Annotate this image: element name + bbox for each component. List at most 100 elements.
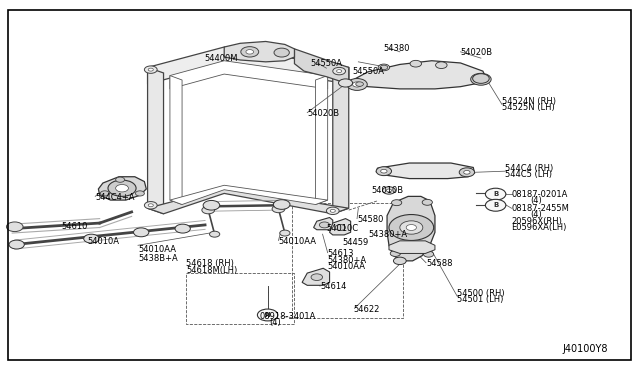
Circle shape bbox=[311, 274, 323, 280]
Circle shape bbox=[424, 251, 434, 257]
Polygon shape bbox=[170, 61, 328, 89]
Polygon shape bbox=[349, 61, 486, 89]
Polygon shape bbox=[387, 196, 435, 261]
Circle shape bbox=[472, 74, 489, 83]
Circle shape bbox=[485, 199, 506, 211]
Circle shape bbox=[145, 202, 157, 209]
Polygon shape bbox=[376, 163, 474, 179]
Text: 54010AA: 54010AA bbox=[328, 262, 365, 271]
Text: 54613: 54613 bbox=[328, 249, 354, 258]
Polygon shape bbox=[330, 219, 351, 235]
Circle shape bbox=[333, 67, 346, 75]
Text: 54525N (LH): 54525N (LH) bbox=[502, 103, 555, 112]
Text: 54588: 54588 bbox=[426, 259, 452, 268]
Circle shape bbox=[148, 68, 154, 71]
Text: 544C5 (LH): 544C5 (LH) bbox=[505, 170, 552, 179]
Text: 54010B: 54010B bbox=[371, 186, 403, 195]
Circle shape bbox=[410, 60, 422, 67]
Circle shape bbox=[376, 167, 392, 176]
Text: 54580: 54580 bbox=[357, 215, 383, 224]
Circle shape bbox=[175, 224, 190, 233]
Text: 54010AA: 54010AA bbox=[138, 244, 176, 253]
Circle shape bbox=[387, 189, 392, 192]
Circle shape bbox=[274, 48, 289, 57]
Circle shape bbox=[436, 62, 447, 68]
Circle shape bbox=[353, 82, 362, 87]
Polygon shape bbox=[148, 188, 349, 214]
Polygon shape bbox=[389, 241, 435, 253]
Circle shape bbox=[273, 200, 290, 209]
Circle shape bbox=[389, 215, 434, 240]
Circle shape bbox=[380, 65, 388, 70]
Circle shape bbox=[319, 222, 330, 228]
Polygon shape bbox=[314, 218, 333, 230]
Circle shape bbox=[464, 170, 470, 174]
Circle shape bbox=[400, 221, 423, 234]
Circle shape bbox=[406, 225, 417, 231]
Circle shape bbox=[257, 309, 278, 321]
Text: 54010C: 54010C bbox=[326, 224, 358, 233]
Circle shape bbox=[202, 206, 214, 214]
Polygon shape bbox=[170, 76, 182, 205]
Circle shape bbox=[381, 169, 387, 173]
Text: 54010AA: 54010AA bbox=[278, 237, 317, 246]
Text: 54614: 54614 bbox=[320, 282, 346, 291]
Circle shape bbox=[392, 200, 402, 206]
Text: 54550A: 54550A bbox=[352, 67, 384, 76]
Circle shape bbox=[339, 79, 353, 87]
Text: 08187-0201A: 08187-0201A bbox=[511, 190, 568, 199]
Polygon shape bbox=[99, 177, 147, 200]
Text: B: B bbox=[493, 191, 499, 197]
Circle shape bbox=[347, 78, 367, 90]
Text: J40100Y8: J40100Y8 bbox=[563, 344, 608, 354]
Circle shape bbox=[148, 204, 154, 207]
Circle shape bbox=[422, 199, 433, 205]
Text: 544C4 (RH): 544C4 (RH) bbox=[505, 164, 554, 173]
Circle shape bbox=[356, 82, 364, 86]
Circle shape bbox=[84, 234, 99, 243]
Text: E0596XA(LH): E0596XA(LH) bbox=[511, 222, 567, 232]
Circle shape bbox=[134, 228, 149, 237]
Text: 20596X(RH): 20596X(RH) bbox=[511, 217, 563, 226]
Circle shape bbox=[337, 70, 342, 73]
Polygon shape bbox=[148, 47, 349, 84]
Polygon shape bbox=[224, 41, 294, 62]
Polygon shape bbox=[294, 49, 349, 84]
Circle shape bbox=[241, 46, 259, 57]
Circle shape bbox=[460, 168, 474, 177]
Circle shape bbox=[6, 222, 23, 232]
Circle shape bbox=[203, 201, 220, 210]
Circle shape bbox=[116, 177, 125, 182]
Circle shape bbox=[470, 73, 491, 85]
Circle shape bbox=[272, 205, 285, 213]
Text: 54524N (RH): 54524N (RH) bbox=[502, 97, 556, 106]
Text: 5438B+A: 5438B+A bbox=[138, 254, 178, 263]
Circle shape bbox=[335, 225, 346, 231]
Polygon shape bbox=[302, 268, 330, 285]
Circle shape bbox=[378, 64, 390, 71]
Circle shape bbox=[390, 250, 401, 256]
Circle shape bbox=[476, 77, 485, 82]
Circle shape bbox=[280, 230, 290, 236]
Text: (4): (4) bbox=[531, 196, 543, 205]
Circle shape bbox=[383, 187, 396, 194]
Circle shape bbox=[330, 209, 335, 212]
Text: 54380: 54380 bbox=[384, 44, 410, 53]
Text: 08187-2455M: 08187-2455M bbox=[511, 204, 570, 213]
Text: 54380+A: 54380+A bbox=[328, 256, 367, 264]
Circle shape bbox=[209, 231, 220, 237]
Text: 54618M(LH): 54618M(LH) bbox=[186, 266, 237, 275]
Text: 54020B: 54020B bbox=[461, 48, 493, 57]
Text: 54459: 54459 bbox=[342, 238, 369, 247]
Text: (4): (4) bbox=[269, 318, 281, 327]
Text: 54622: 54622 bbox=[354, 305, 380, 314]
Text: 544C4+A: 544C4+A bbox=[95, 193, 134, 202]
Text: 54010A: 54010A bbox=[87, 237, 119, 246]
Circle shape bbox=[108, 180, 136, 196]
Circle shape bbox=[116, 185, 129, 192]
Polygon shape bbox=[333, 67, 349, 214]
Text: 54380+A: 54380+A bbox=[368, 230, 407, 240]
Circle shape bbox=[394, 257, 406, 264]
Text: 54550A: 54550A bbox=[310, 59, 342, 68]
Text: N: N bbox=[265, 312, 271, 318]
